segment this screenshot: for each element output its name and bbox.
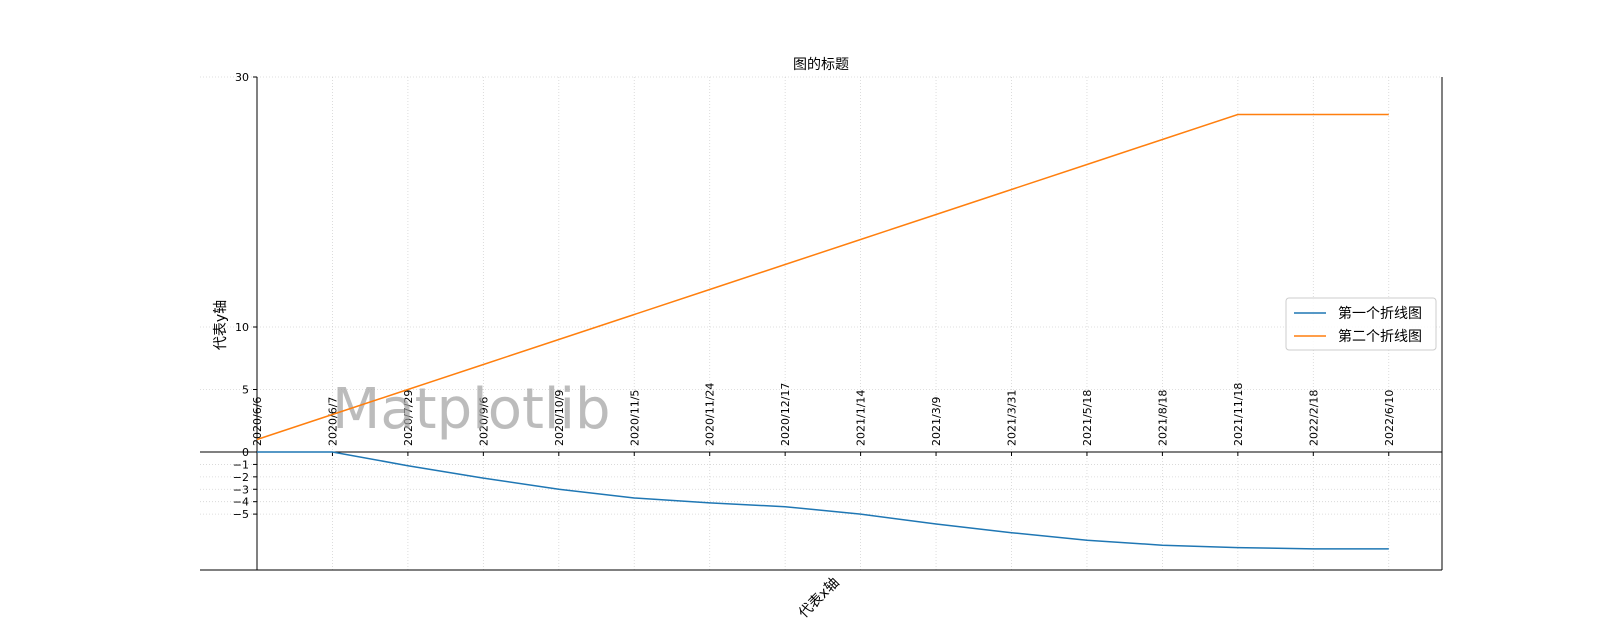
y-tick-label: −2 bbox=[233, 471, 249, 484]
legend-label: 第一个折线图 bbox=[1338, 305, 1422, 322]
y-tick-label: 30 bbox=[235, 71, 249, 84]
legend-label: 第二个折线图 bbox=[1338, 328, 1422, 345]
y-tick-label: 0 bbox=[242, 446, 249, 459]
x-axis-label: 代表x轴 bbox=[796, 575, 843, 622]
x-tick-label: 2020/6/7 bbox=[326, 397, 339, 446]
x-tick-label: 2020/7/29 bbox=[402, 390, 415, 446]
x-ticks: 2020/6/6 2020/6/7 2020/7/29 2020/9/6 2020/10… bbox=[251, 383, 1396, 456]
watermark-text: Matplotlib bbox=[332, 377, 611, 442]
x-tick-label: 2021/1/14 bbox=[855, 390, 868, 446]
y-ticks: 30 10 5 0−1−2−3−4−5 bbox=[233, 71, 257, 521]
x-tick-label: 2021/3/31 bbox=[1006, 390, 1019, 446]
series-line-1 bbox=[257, 451, 1389, 550]
y-tick-label: 5 bbox=[242, 384, 249, 397]
chart-title: 图的标题 bbox=[793, 57, 849, 73]
series bbox=[256, 113, 1389, 550]
y-tick-label: −3 bbox=[233, 483, 249, 496]
x-tick-label: 2021/5/18 bbox=[1081, 390, 1094, 446]
x-tick-label: 2022/2/18 bbox=[1307, 390, 1320, 446]
x-tick-label: 2022/6/10 bbox=[1383, 390, 1396, 446]
y-tick-label: 10 bbox=[235, 321, 249, 334]
y-tick-label: −4 bbox=[233, 496, 249, 509]
series-line-2 bbox=[256, 113, 1389, 441]
x-tick-label: 2020/11/24 bbox=[704, 383, 717, 446]
grid bbox=[200, 76, 1442, 570]
x-tick-label: 2021/3/9 bbox=[930, 397, 943, 446]
y-tick-label: −1 bbox=[233, 458, 249, 471]
x-tick-label: 2020/12/17 bbox=[779, 383, 792, 446]
x-tick-label: 2021/8/18 bbox=[1156, 390, 1169, 446]
x-tick-label: 2020/9/6 bbox=[477, 397, 490, 446]
x-tick-label: 2020/11/5 bbox=[628, 390, 641, 446]
x-tick-label: 2020/10/9 bbox=[553, 390, 566, 446]
legend-box bbox=[1285, 297, 1437, 351]
x-tick-label: 2021/11/18 bbox=[1232, 383, 1245, 446]
y-axis-label: 代表y轴 bbox=[213, 300, 229, 350]
y-tick-label: −5 bbox=[233, 508, 249, 521]
x-tick-label: 2020/6/6 bbox=[251, 397, 264, 446]
axes bbox=[200, 77, 1443, 571]
